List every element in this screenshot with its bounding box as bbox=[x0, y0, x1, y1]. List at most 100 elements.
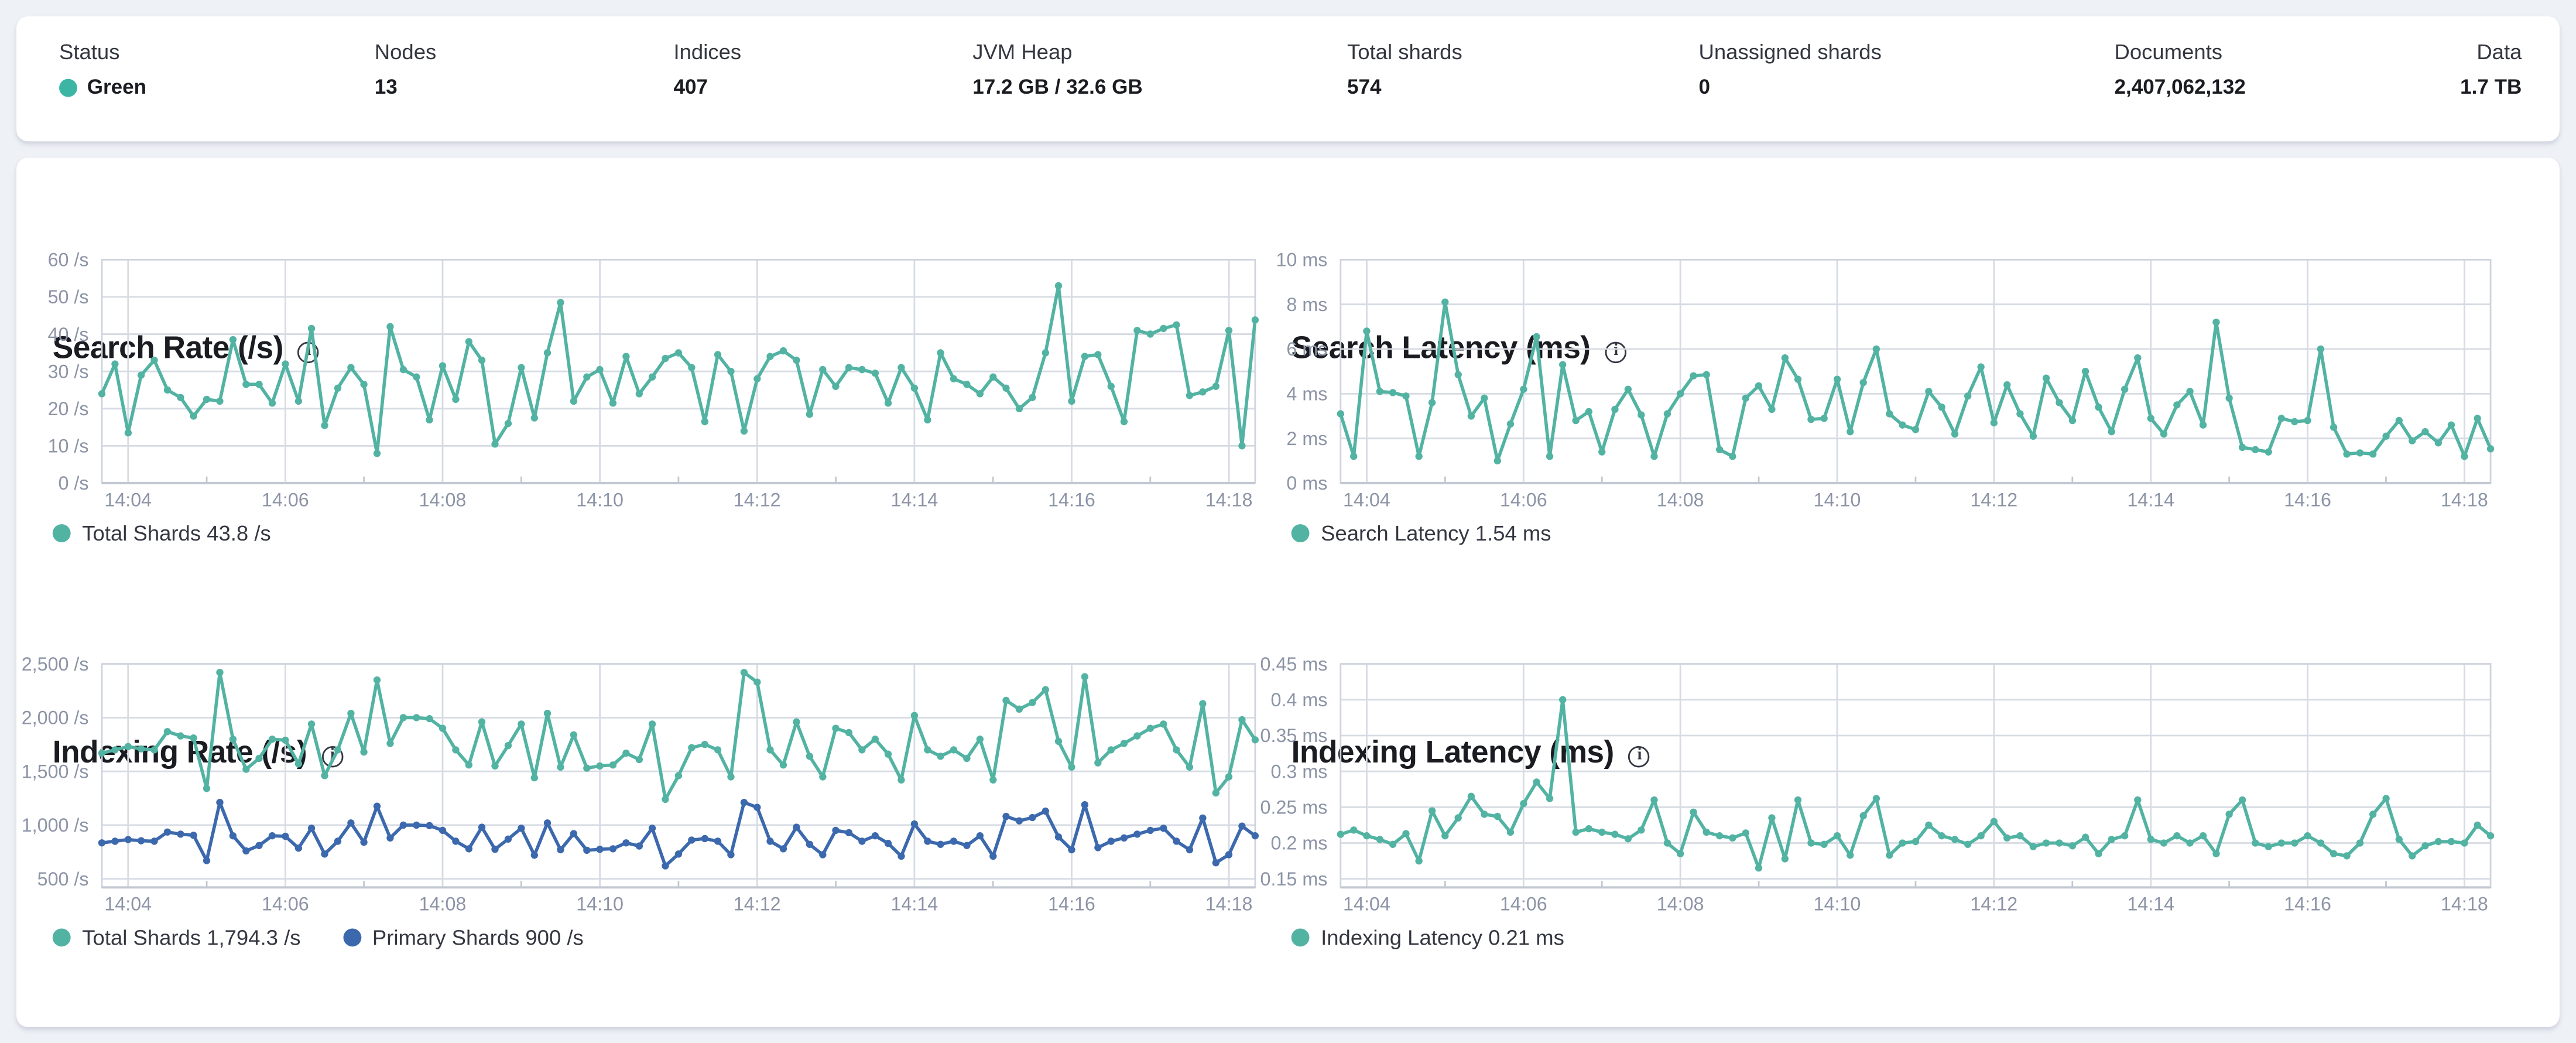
svg-text:14:12: 14:12 bbox=[734, 489, 781, 510]
svg-text:8 ms: 8 ms bbox=[1286, 294, 1327, 315]
stat-value: Green bbox=[59, 76, 146, 98]
stat-value: 574 bbox=[1347, 76, 1382, 99]
svg-text:40 /s: 40 /s bbox=[48, 324, 89, 345]
legend-item: Total Shards 1,794.3 /s bbox=[52, 925, 300, 950]
svg-text:14:18: 14:18 bbox=[1205, 489, 1253, 510]
svg-text:14:16: 14:16 bbox=[2284, 489, 2331, 510]
svg-text:0 /s: 0 /s bbox=[59, 473, 89, 494]
legend-dot bbox=[52, 524, 71, 543]
svg-text:14:10: 14:10 bbox=[1814, 894, 1861, 915]
legend-dot bbox=[52, 928, 71, 947]
svg-text:0 ms: 0 ms bbox=[1286, 473, 1327, 494]
svg-text:0.4 ms: 0.4 ms bbox=[1271, 689, 1328, 710]
indexing-latency-chart[interactable]: 0.15 ms 0.2 ms 0.25 ms 0.3 ms 0.35 ms 0.4 ms 0… bbox=[1252, 651, 2500, 917]
info-icon[interactable]: i bbox=[321, 746, 343, 768]
svg-text:10 /s: 10 /s bbox=[48, 436, 89, 457]
legend-dot bbox=[1291, 928, 1310, 947]
svg-text:14:08: 14:08 bbox=[419, 894, 467, 915]
cluster-summary-bar: Status Green Nodes 13 Indices 407 JVM He… bbox=[16, 16, 2560, 142]
svg-text:0.45 ms: 0.45 ms bbox=[1260, 654, 1328, 675]
svg-text:14:08: 14:08 bbox=[1657, 489, 1704, 510]
svg-text:2,000 /s: 2,000 /s bbox=[22, 707, 89, 729]
indexing-latency-legend: Indexing Latency 0.21 ms bbox=[1291, 925, 1601, 952]
svg-text:1,000 /s: 1,000 /s bbox=[22, 815, 89, 836]
stat-label: JVM Heap bbox=[972, 39, 1073, 64]
stat-label: Status bbox=[59, 39, 120, 64]
indexing-rate-chart[interactable]: 500 /s 1,000 /s 1,500 /s 2,000 /s 2,500 /s 14… bbox=[13, 651, 1265, 917]
svg-text:14:18: 14:18 bbox=[2441, 894, 2488, 915]
stat-value: 407 bbox=[673, 76, 708, 99]
search-latency-chart[interactable]: 0 ms 2 ms 4 ms 6 ms 8 ms 10 ms 14:04 14:06 14:08… bbox=[1252, 247, 2500, 513]
stat-label: Unassigned shards bbox=[1698, 39, 1882, 64]
svg-text:2,500 /s: 2,500 /s bbox=[22, 654, 89, 675]
svg-text:14:18: 14:18 bbox=[1205, 894, 1253, 915]
svg-text:14:18: 14:18 bbox=[2441, 489, 2488, 510]
search-latency-legend: Search Latency 1.54 ms bbox=[1291, 521, 1588, 548]
stat-value: 13 bbox=[374, 76, 398, 99]
stat-label: Indices bbox=[673, 39, 742, 64]
svg-text:14:10: 14:10 bbox=[576, 894, 624, 915]
stat-value: 1.7 TB bbox=[2460, 76, 2522, 99]
legend-item: Primary Shards 900 /s bbox=[342, 925, 584, 950]
stat-label: Nodes bbox=[374, 39, 437, 64]
search-rate-chart[interactable]: 0 /s 10 /s 20 /s 30 /s 40 /s 50 /s 60 /s 14:04 1… bbox=[13, 247, 1265, 513]
legend-dot bbox=[342, 928, 361, 947]
svg-text:6 ms: 6 ms bbox=[1286, 338, 1327, 360]
svg-text:14:06: 14:06 bbox=[262, 894, 309, 915]
stat-value: 0 bbox=[1698, 76, 1711, 99]
search-rate-legend: Total Shards 43.8 /s bbox=[52, 521, 307, 548]
status-green-dot bbox=[59, 78, 77, 97]
stat-value: 17.2 GB / 32.6 GB bbox=[972, 76, 1143, 99]
svg-text:0.2 ms: 0.2 ms bbox=[1271, 833, 1328, 854]
svg-text:20 /s: 20 /s bbox=[48, 398, 89, 419]
svg-text:30 /s: 30 /s bbox=[48, 361, 89, 382]
svg-text:14:12: 14:12 bbox=[1970, 489, 2017, 510]
svg-text:14:04: 14:04 bbox=[1343, 894, 1390, 915]
svg-text:14:16: 14:16 bbox=[1048, 489, 1095, 510]
svg-text:60 /s: 60 /s bbox=[48, 249, 89, 271]
svg-text:14:12: 14:12 bbox=[734, 894, 781, 915]
stat-label: Total shards bbox=[1347, 39, 1462, 64]
svg-text:14:16: 14:16 bbox=[1048, 894, 1095, 915]
chart-title-search-rate: Search Rate (/s) i bbox=[53, 332, 320, 375]
stat-label: Data bbox=[2476, 39, 2522, 64]
svg-text:50 /s: 50 /s bbox=[48, 286, 89, 307]
svg-text:14:08: 14:08 bbox=[419, 489, 467, 510]
info-icon[interactable]: i bbox=[1605, 341, 1627, 364]
stat-label: Documents bbox=[2114, 39, 2222, 64]
svg-text:14:14: 14:14 bbox=[2127, 894, 2174, 915]
svg-text:14:10: 14:10 bbox=[576, 489, 624, 510]
chart-title-indexing-rate: Indexing Rate (/s) i bbox=[53, 736, 343, 779]
svg-text:0.3 ms: 0.3 ms bbox=[1271, 761, 1328, 782]
svg-text:10 ms: 10 ms bbox=[1276, 249, 1327, 271]
svg-text:500 /s: 500 /s bbox=[37, 868, 89, 890]
svg-text:14:16: 14:16 bbox=[2284, 894, 2331, 915]
svg-text:1,500 /s: 1,500 /s bbox=[22, 761, 89, 782]
svg-text:14:04: 14:04 bbox=[104, 489, 152, 510]
svg-text:14:06: 14:06 bbox=[1500, 894, 1547, 915]
svg-text:2 ms: 2 ms bbox=[1286, 428, 1327, 449]
svg-text:0.35 ms: 0.35 ms bbox=[1260, 725, 1328, 746]
svg-text:14:14: 14:14 bbox=[890, 894, 938, 915]
svg-text:14:10: 14:10 bbox=[1814, 489, 1861, 510]
legend-dot bbox=[1291, 524, 1310, 543]
svg-text:14:14: 14:14 bbox=[890, 489, 938, 510]
legend-item: Search Latency 1.54 ms bbox=[1291, 521, 1551, 546]
svg-text:0.25 ms: 0.25 ms bbox=[1260, 797, 1328, 818]
info-icon[interactable]: i bbox=[1629, 746, 1650, 768]
svg-text:14:06: 14:06 bbox=[1500, 489, 1547, 510]
svg-text:14:04: 14:04 bbox=[104, 894, 152, 915]
chart-title-indexing-latency: Indexing Latency (ms) i bbox=[1292, 736, 1650, 779]
svg-text:14:08: 14:08 bbox=[1657, 894, 1704, 915]
svg-text:4 ms: 4 ms bbox=[1286, 384, 1327, 405]
legend-item: Total Shards 43.8 /s bbox=[52, 521, 271, 546]
svg-text:14:06: 14:06 bbox=[262, 489, 309, 510]
svg-text:0.15 ms: 0.15 ms bbox=[1260, 868, 1328, 890]
legend-item: Indexing Latency 0.21 ms bbox=[1291, 925, 1564, 950]
svg-text:14:04: 14:04 bbox=[1343, 489, 1390, 510]
svg-text:14:14: 14:14 bbox=[2127, 489, 2174, 510]
indexing-rate-legend: Total Shards 1,794.3 /s Primary Shards 9… bbox=[52, 925, 620, 952]
svg-text:14:12: 14:12 bbox=[1970, 894, 2017, 915]
charts-panel: Search Rate (/s) i 0 /s 10 /s 20 /s 30 /s 40 … bbox=[16, 158, 2560, 1027]
stat-value: 2,407,062,132 bbox=[2114, 76, 2246, 99]
